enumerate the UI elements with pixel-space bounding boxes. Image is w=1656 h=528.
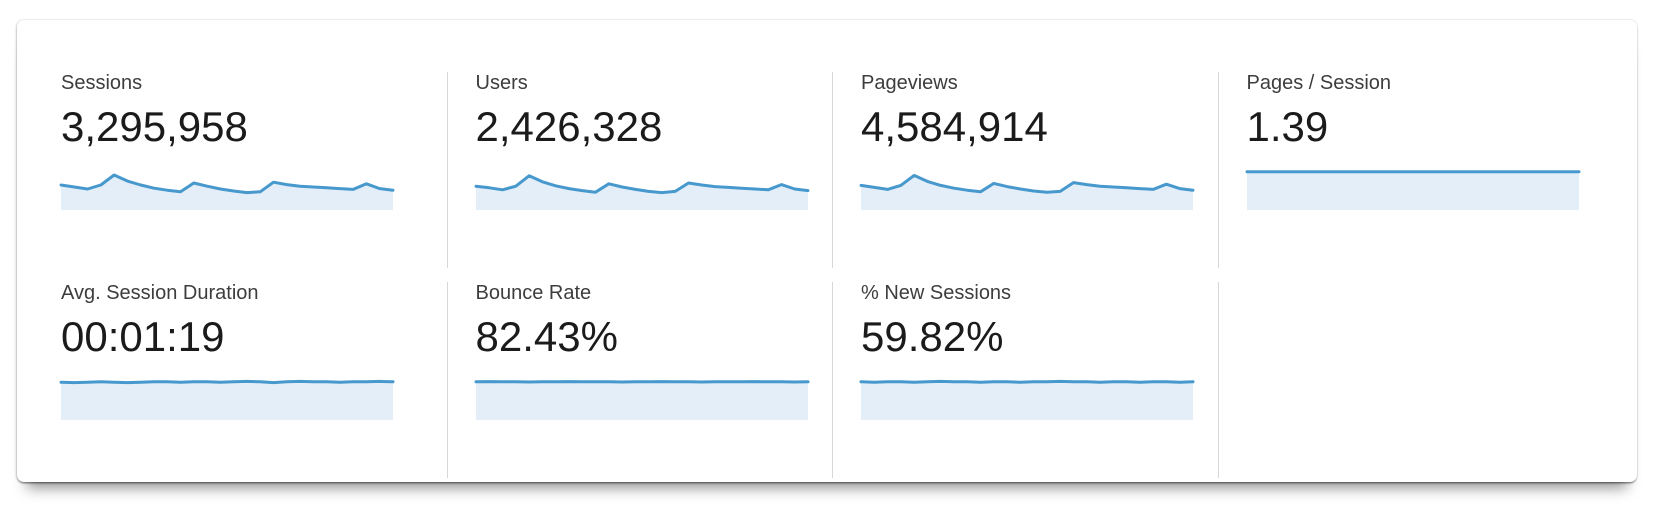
metric-card-percent-new-sessions[interactable]: % New Sessions 59.82% (832, 282, 1218, 478)
metric-label: Sessions (61, 72, 143, 94)
metric-card-bounce-rate[interactable]: Bounce Rate 82.43% (446, 282, 833, 478)
sparkline-area (61, 175, 393, 210)
metric-label: Pageviews (861, 72, 958, 94)
metric-value: 82.43% (475, 313, 618, 360)
metric-value: 1.39 (1246, 103, 1329, 150)
metric-value: 00:01:19 (61, 313, 225, 360)
metric-card-users[interactable]: Users 2,426,328 (446, 72, 833, 268)
sparkline-area (475, 175, 808, 210)
sparkline-chart-users (474, 174, 809, 210)
sparkline-area (861, 175, 1193, 210)
sparkline-line (59, 173, 395, 195)
sparkline-chart-pageviews (859, 173, 1195, 210)
sparkline-chart-bounce-rate (474, 380, 809, 420)
metric-card-pageviews[interactable]: Pageviews 4,584,914 (832, 72, 1218, 268)
sparkline-line (859, 379, 1195, 384)
metric-label: Avg. Session Duration (61, 282, 259, 304)
metrics-panel: Sessions 3,295,958 Users 2,426,328 Pagev… (17, 20, 1637, 482)
metric-label: Users (475, 72, 528, 94)
metric-value: 2,426,328 (475, 103, 663, 150)
sparkline-area (861, 381, 1193, 420)
sparkline-chart-percent-new-sessions (859, 379, 1195, 420)
sparkline-line (474, 174, 809, 195)
empty-cell (1217, 282, 1604, 478)
metric-label: Pages / Session (1246, 72, 1392, 94)
metric-card-avg-session-duration[interactable]: Avg. Session Duration 00:01:19 (59, 282, 447, 478)
sparkline-area (475, 381, 808, 420)
sparkline-line (859, 173, 1195, 194)
sparkline-chart-avg-session-duration (59, 379, 395, 420)
sparkline-chart-pages-per-session (1245, 170, 1580, 210)
sparkline-area (1246, 171, 1579, 210)
metric-label: % New Sessions (861, 282, 1012, 304)
metric-card-sessions[interactable]: Sessions 3,295,958 (59, 72, 447, 268)
sparkline-area (61, 381, 393, 420)
metrics-grid: Sessions 3,295,958 Users 2,426,328 Pagev… (17, 20, 1637, 482)
metric-value: 3,295,958 (61, 103, 248, 150)
metric-card-pages-per-session[interactable]: Pages / Session 1.39 (1217, 72, 1604, 268)
metric-value: 4,584,914 (861, 103, 1048, 150)
sparkline-line (59, 379, 395, 385)
sparkline-chart-sessions (59, 173, 395, 210)
metric-value: 59.82% (861, 313, 1004, 360)
metric-label: Bounce Rate (475, 282, 592, 304)
